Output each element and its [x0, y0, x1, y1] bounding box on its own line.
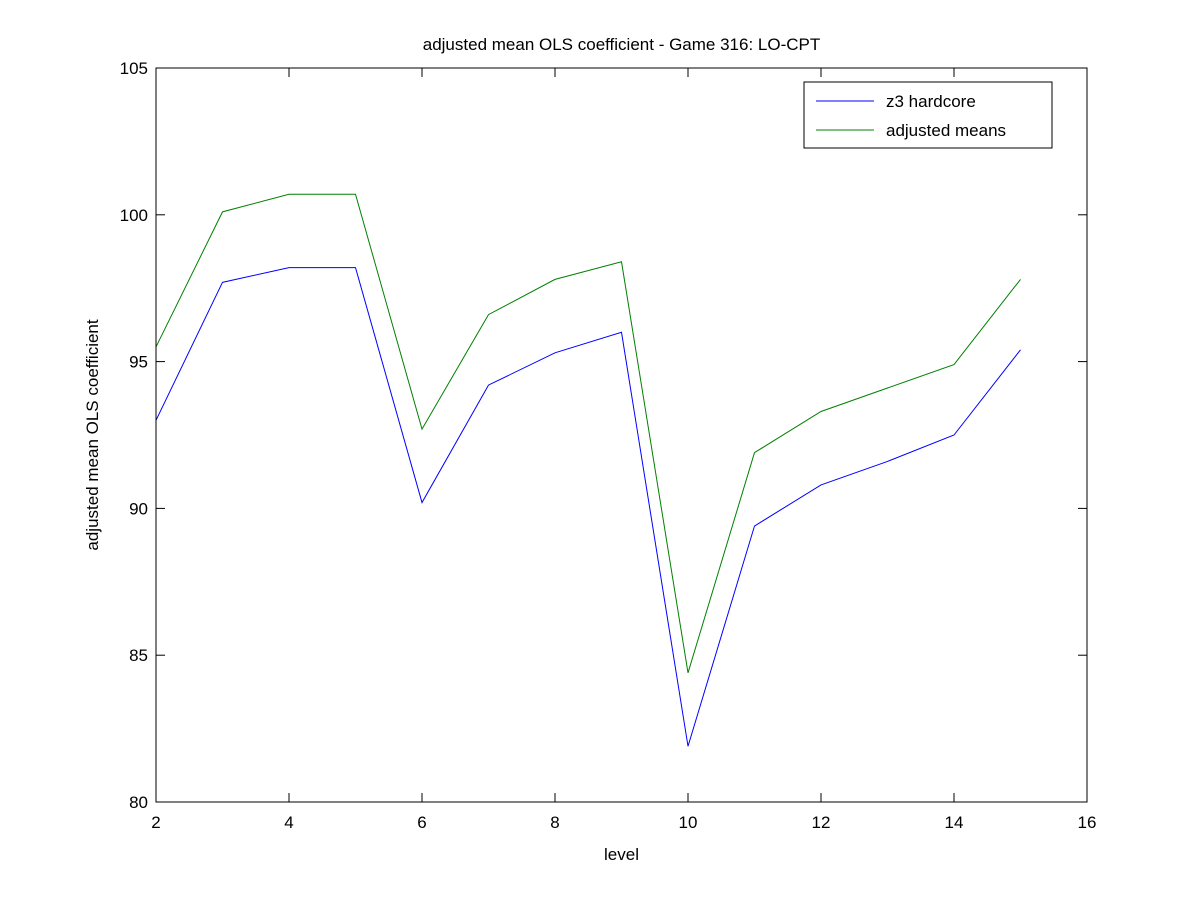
series-line-adjusted-means — [155, 193, 1021, 673]
x-tick-label: 2 — [151, 813, 160, 832]
plot-background — [156, 68, 1087, 802]
legend-label-z3-hardcore: z3 hardcore — [886, 92, 976, 111]
legend: z3 hardcore adjusted means — [803, 81, 1053, 149]
x-tick-label: 12 — [812, 813, 831, 832]
x-axis-title: level — [604, 845, 639, 864]
chart-title: adjusted mean OLS coefficient - Game 316… — [423, 35, 821, 54]
y-tick-label: 95 — [129, 353, 148, 372]
legend-box — [803, 81, 1053, 149]
y-axis-title: adjusted mean OLS coefficient — [83, 319, 102, 550]
plot-frame — [155, 67, 1088, 803]
x-tick-label: 14 — [945, 813, 964, 832]
y-tick-label: 100 — [120, 206, 148, 225]
series-layer — [155, 193, 1021, 747]
x-tick-label: 16 — [1078, 813, 1097, 832]
x-tick-label: 10 — [679, 813, 698, 832]
y-tick-label: 90 — [129, 499, 148, 518]
x-tick-label: 8 — [550, 813, 559, 832]
y-tick-label: 80 — [129, 793, 148, 812]
x-tick-label: 6 — [417, 813, 426, 832]
y-tick-label: 85 — [129, 646, 148, 665]
tick-layer: 2 4 6 8 10 12 14 16 80 85 90 95 100 105 — [120, 59, 1097, 832]
legend-label-adjusted-means: adjusted means — [886, 121, 1006, 140]
y-tick-label: 105 — [120, 59, 148, 78]
series-line-z3-hardcore — [155, 267, 1021, 747]
x-tick-label: 4 — [284, 813, 293, 832]
